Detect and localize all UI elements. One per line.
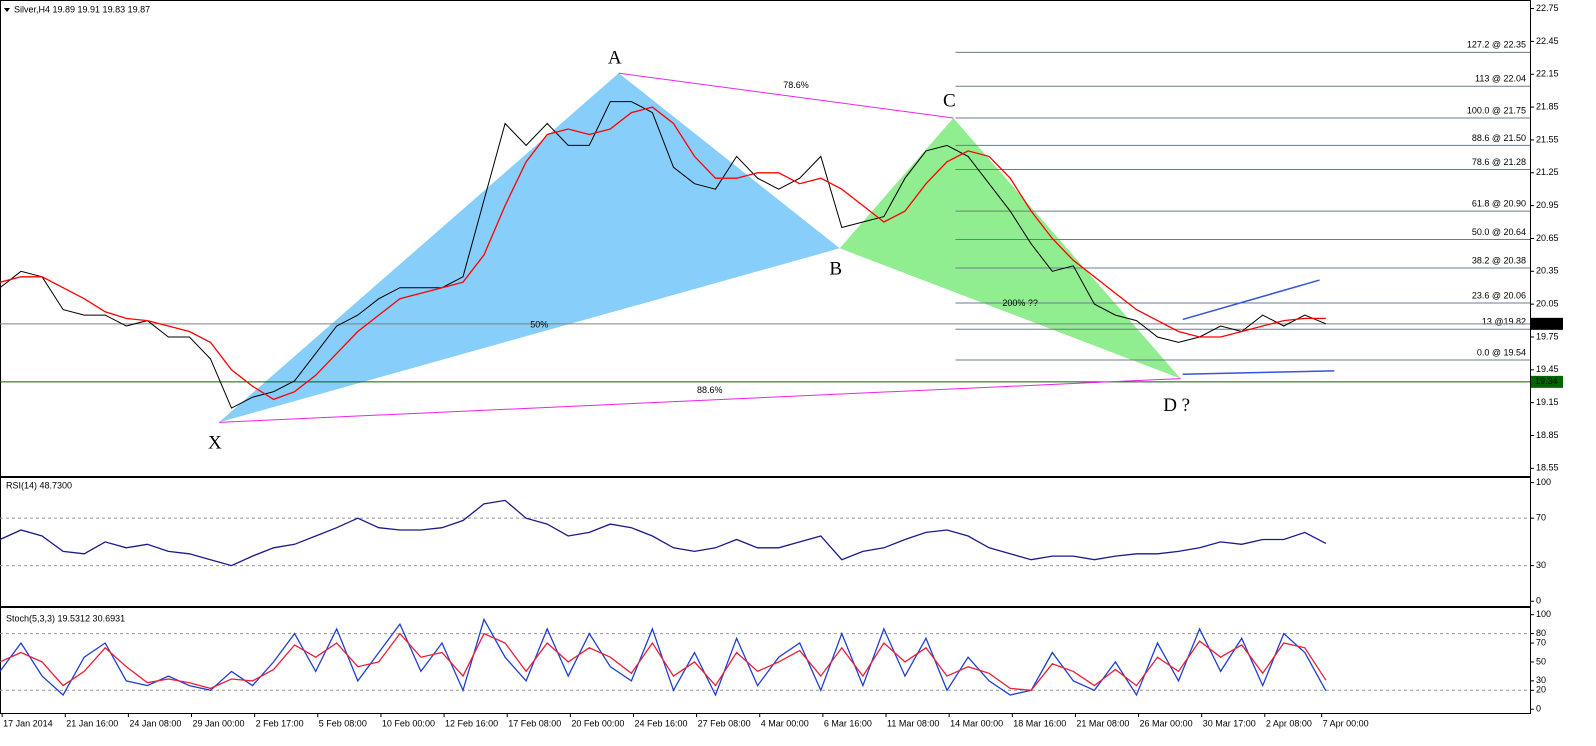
ratio-label: 78.6% [783,80,809,90]
x-tick-label: 11 Mar 08:00 [887,718,939,728]
x-tick-label: 10 Feb 00:00 [382,718,435,728]
panel-frame [0,607,1531,714]
y-tick-label: 22.45 [1536,36,1559,46]
x-tick-label: 20 Feb 00:00 [571,718,624,728]
y-tick-label: 50 [1536,656,1546,666]
y-tick-label: 70 [1536,637,1546,647]
x-tick-label: 17 Feb 08:00 [508,718,561,728]
x-tick-label: 7 Apr 00:00 [1323,718,1369,728]
rsi-title: RSI(14) 48.7300 [6,480,72,490]
pattern-label: C [943,90,956,111]
x-tick-label: 5 Feb 08:00 [319,718,367,728]
x-tick-label: 2 Feb 17:00 [256,718,304,728]
stoch-title: Stoch(5,3,3) 19.5312 30.6931 [6,613,125,623]
y-tick-label: 20.35 [1536,266,1559,276]
series-line [0,499,1327,567]
fib-label: 88.6 @ 21.50 [1472,133,1526,143]
y-tick-label: 0 [1536,596,1541,606]
chart-title: Silver,H4 19.89 19.91 19.83 19.87 [14,4,150,14]
x-tick-label: 14 Mar 00:00 [950,718,1003,728]
y-tick-label: 22.75 [1536,3,1559,13]
x-tick-label: 30 Mar 17:00 [1203,718,1256,728]
ratio-label: 200% ?? [1002,298,1038,308]
pattern-label: D ? [1163,395,1190,416]
y-tick-label: 19.15 [1536,397,1559,407]
pattern-triangle [839,118,1181,379]
y-tick-label: 80 [1536,628,1546,638]
y-tick-label: 20 [1536,685,1546,695]
ratio-label: 50% [530,320,548,330]
price-tag-label: 19.34 [1535,376,1558,386]
fib-label: 50.0 @ 20.64 [1472,227,1526,237]
pattern-label: B [829,259,842,280]
pattern-label: A [608,48,622,69]
pattern-label: X [208,433,222,454]
x-tick-label: 24 Jan 08:00 [129,718,181,728]
panel-frame [0,477,1531,607]
series-line [0,632,1327,691]
y-tick-label: 100 [1536,609,1551,619]
channel-line [1182,370,1335,375]
x-tick-label: 27 Feb 08:00 [698,718,751,728]
fib-label: 23.6 @ 20.06 [1472,290,1526,300]
y-tick-label: 22.15 [1536,69,1559,79]
fib-label: 0.0 @ 19.54 [1477,347,1526,357]
y-tick-label: 70 [1536,513,1546,523]
fib-label: 78.6 @ 21.28 [1472,157,1526,167]
y-tick-label: 20.65 [1536,233,1559,243]
y-tick-label: 0 [1536,704,1541,714]
fib-label: 113 @ 22.04 [1475,74,1526,84]
fib-label: 127.2 @ 22.35 [1467,40,1526,50]
y-tick-label: 20.95 [1536,200,1559,210]
x-tick-label: 4 Mar 00:00 [761,718,809,728]
x-tick-label: 29 Jan 00:00 [193,718,245,728]
x-tick-label: 2 Apr 08:00 [1266,718,1312,728]
y-tick-label: 18.85 [1536,430,1559,440]
x-tick-label: 17 Jan 2014 [3,718,53,728]
fib-label: 13 @19.82 [1482,317,1526,327]
series-line [0,106,1326,401]
price-tag [1531,317,1563,330]
fib-label: 61.8 @ 20.90 [1472,198,1526,208]
channel-line [1182,279,1320,321]
fib-label: 38.2 @ 20.38 [1472,255,1526,265]
ratio-line [618,72,954,119]
x-tick-label: 12 Feb 16:00 [445,718,498,728]
y-tick-label: 21.85 [1536,101,1559,111]
x-tick-label: 6 Mar 16:00 [824,718,872,728]
y-tick-label: 18.55 [1536,463,1559,473]
series-line [0,101,1327,409]
y-tick-label: 21.55 [1536,134,1559,144]
x-tick-label: 26 Mar 00:00 [1140,718,1193,728]
x-tick-label: 21 Mar 08:00 [1076,718,1129,728]
y-tick-label: 30 [1536,675,1546,685]
price-tag [1531,375,1563,388]
pattern-triangle [218,73,840,423]
y-tick-label: 21.25 [1536,167,1559,177]
ratio-label: 88.6% [697,385,723,395]
x-tick-label: 18 Mar 16:00 [1013,718,1066,728]
fib-label: 100.0 @ 21.75 [1467,105,1526,115]
y-tick-label: 20.05 [1536,299,1559,309]
title-marker [4,8,10,12]
y-tick-label: 19.75 [1536,331,1559,341]
y-tick-label: 100 [1536,477,1551,487]
y-tick-label: 19.45 [1536,364,1559,374]
x-tick-label: 24 Feb 16:00 [634,718,687,728]
price-tag-label: 19.87 [1535,318,1558,328]
ratio-line [218,378,1181,423]
x-tick-label: 21 Jan 16:00 [66,718,118,728]
y-tick-label: 30 [1536,560,1546,570]
